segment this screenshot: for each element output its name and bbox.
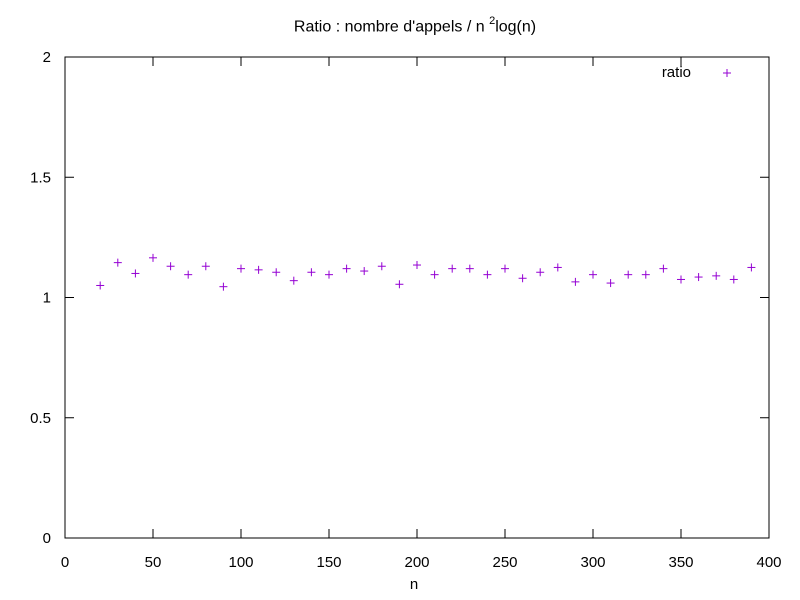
- y-tick-label: 0: [43, 530, 51, 547]
- x-tick-label: 300: [580, 554, 605, 571]
- data-point: [677, 275, 685, 284]
- data-point: [360, 267, 369, 276]
- data-point: [729, 275, 738, 284]
- data-point: [113, 258, 122, 267]
- x-tick-label: 250: [492, 554, 517, 571]
- data-point: [325, 270, 333, 279]
- data-point: [624, 270, 633, 279]
- data-point: [272, 268, 281, 277]
- data-point: [96, 281, 105, 290]
- data-point: [131, 269, 140, 278]
- data-point: [237, 264, 245, 273]
- y-tick-label: 1.5: [30, 169, 51, 186]
- data-point: [536, 268, 545, 277]
- data-point: [430, 270, 439, 279]
- data-point: [219, 282, 228, 291]
- data-point: [289, 276, 298, 285]
- data-point: [501, 264, 509, 273]
- data-point: [307, 268, 316, 277]
- y-tick-label: 2: [43, 49, 51, 66]
- x-tick-label: 350: [668, 554, 693, 571]
- data-point: [553, 263, 562, 272]
- x-tick-label: 0: [61, 554, 69, 571]
- x-tick-label: 100: [228, 554, 253, 571]
- data-point: [518, 274, 527, 283]
- data-point: [483, 270, 492, 279]
- data-point: [465, 264, 474, 273]
- data-point: [254, 265, 263, 274]
- data-point: [694, 273, 703, 282]
- data-point: [571, 277, 580, 286]
- y-tick-label: 0.5: [30, 410, 51, 427]
- x-tick-label: 200: [404, 554, 429, 571]
- data-point: [377, 262, 386, 271]
- data-point: [149, 253, 157, 262]
- x-tick-label: 50: [145, 554, 162, 571]
- data-point: [589, 270, 597, 279]
- data-point: [641, 270, 650, 279]
- data-point: [413, 261, 421, 270]
- legend-marker: [723, 69, 731, 77]
- x-axis-label: n: [409, 576, 419, 593]
- legend-label-ratio: ratio: [661, 64, 691, 81]
- data-point: [659, 264, 668, 273]
- data-point: [166, 262, 175, 271]
- data-point: [712, 271, 721, 280]
- chart-title: Ratio : nombre d'appels / n 2log(n): [293, 15, 537, 36]
- data-point: [342, 264, 351, 273]
- data-point: [201, 262, 210, 271]
- data-point: [448, 264, 457, 273]
- plot-frame: [64, 56, 770, 539]
- x-tick-label: 150: [316, 554, 341, 571]
- x-tick-label: 400: [756, 554, 781, 571]
- y-tick-label: 1: [43, 290, 51, 307]
- data-point: [606, 279, 615, 288]
- data-point: [747, 263, 756, 272]
- data-point: [184, 270, 193, 279]
- data-point: [395, 280, 404, 289]
